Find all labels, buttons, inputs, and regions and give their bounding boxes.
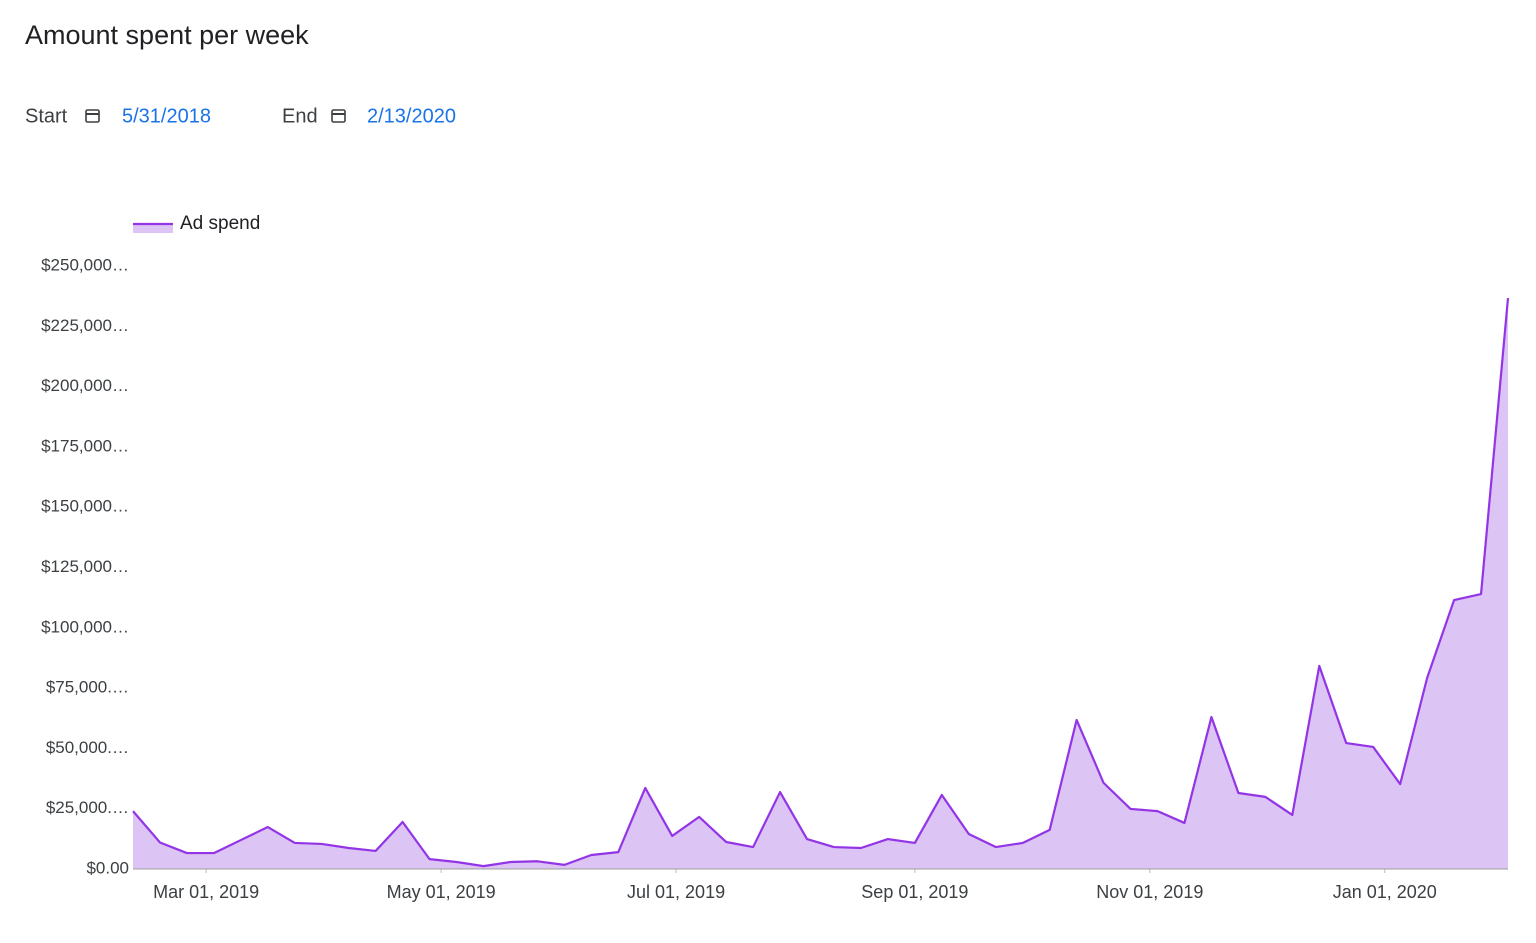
area-line bbox=[132, 297, 1510, 868]
x-tick-label: Jul 01, 2019 bbox=[627, 882, 725, 902]
end-label: End bbox=[282, 105, 318, 127]
legend-label: Ad spend bbox=[180, 213, 260, 234]
legend-swatch bbox=[133, 224, 173, 233]
calendar-icon[interactable] bbox=[331, 109, 346, 123]
y-tick-label: $225,000… bbox=[41, 316, 129, 335]
x-tick-label: May 01, 2019 bbox=[387, 882, 496, 902]
y-tick-label: $50,000.… bbox=[46, 738, 129, 757]
start-label: Start bbox=[25, 105, 68, 127]
y-tick-label: $75,000.… bbox=[46, 678, 129, 697]
y-tick-label: $200,000… bbox=[41, 376, 129, 395]
x-tick-label: Jan 01, 2020 bbox=[1333, 882, 1437, 902]
y-tick-label: $150,000… bbox=[41, 497, 129, 516]
x-tick-label: Mar 01, 2019 bbox=[153, 882, 259, 902]
page-title: Amount spent per week bbox=[25, 20, 309, 50]
y-tick-label: $0.00 bbox=[86, 858, 129, 877]
y-tick-label: $25,000.… bbox=[46, 798, 129, 817]
area-fill bbox=[133, 298, 1508, 869]
x-tick-label: Nov 01, 2019 bbox=[1096, 882, 1203, 902]
calendar-icon[interactable] bbox=[85, 109, 100, 123]
y-tick-label: $250,000… bbox=[41, 255, 129, 274]
y-tick-label: $100,000… bbox=[41, 617, 129, 636]
y-tick-label: $125,000… bbox=[41, 557, 129, 576]
x-tick-label: Sep 01, 2019 bbox=[861, 882, 968, 902]
start-date[interactable]: 5/31/2018 bbox=[122, 105, 211, 127]
y-tick-label: $175,000… bbox=[41, 436, 129, 455]
end-date[interactable]: 2/13/2020 bbox=[367, 105, 456, 127]
